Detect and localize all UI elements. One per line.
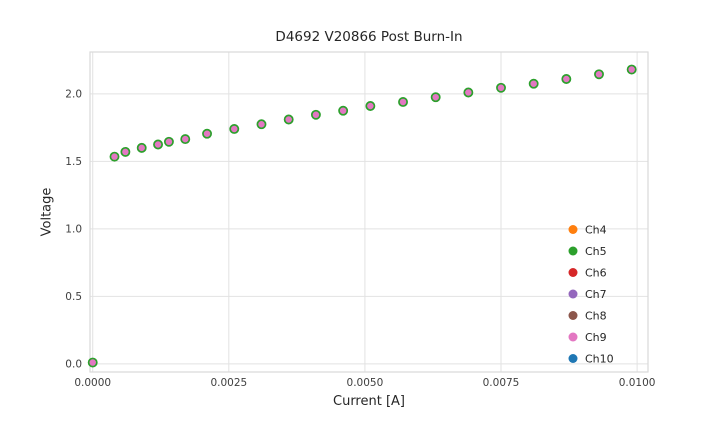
data-point [163, 136, 174, 147]
x-tick-label-0.0000: 0.0000 [74, 377, 111, 389]
data-point [626, 64, 637, 75]
data-point [430, 92, 441, 103]
y-tick-label-2.0: 2.0 [65, 88, 82, 100]
data-point [496, 82, 506, 93]
legend-label-Ch4: Ch4 [585, 223, 607, 236]
legend-label-Ch8: Ch8 [585, 309, 607, 322]
data-point [87, 357, 98, 368]
data-point [594, 69, 604, 80]
x-tick-label-0.0075: 0.0075 [483, 377, 520, 389]
data-point [120, 146, 131, 157]
x-axis-label: Current [A] [333, 394, 405, 409]
legend-marker-Ch8 [568, 311, 578, 320]
legend-label-Ch5: Ch5 [585, 245, 607, 258]
legend-label-Ch6: Ch6 [585, 266, 607, 279]
data-point [283, 114, 294, 125]
y-tick-label-0.0: 0.0 [65, 358, 82, 370]
legend-label-Ch7: Ch7 [585, 288, 607, 301]
data-point [338, 105, 349, 116]
legend-marker-Ch4 [568, 225, 578, 234]
data-point [180, 134, 191, 145]
y-tick-label-1.5: 1.5 [65, 156, 82, 168]
data-point [398, 97, 408, 107]
data-point [463, 87, 474, 98]
legend-label-Ch10: Ch10 [585, 352, 614, 365]
data-point [310, 109, 321, 120]
legend-label-Ch9: Ch9 [585, 331, 607, 344]
data-point [528, 78, 539, 89]
data-point [136, 142, 147, 153]
data-point [365, 101, 376, 111]
x-tick-label-0.0050: 0.0050 [347, 377, 384, 389]
data-point [202, 128, 212, 139]
y-tick-label-0.5: 0.5 [65, 291, 82, 303]
x-tick-label-0.0025: 0.0025 [210, 377, 247, 389]
legend-marker-Ch5 [568, 246, 578, 256]
legend-marker-Ch10 [568, 354, 578, 363]
data-point [561, 74, 572, 84]
legend-marker-Ch9 [568, 332, 578, 342]
legend-marker-Ch6 [568, 268, 578, 277]
data-point [153, 139, 163, 150]
data-point [109, 151, 120, 162]
y-tick-label-1.0: 1.0 [65, 223, 82, 235]
data-point [229, 124, 240, 134]
x-tick-label-0.0100: 0.0100 [619, 377, 656, 389]
plot-border [89, 51, 649, 373]
data-point [256, 119, 267, 130]
chart-title: D4692 V20866 Post Burn-In [275, 29, 463, 45]
legend-marker-Ch7 [568, 289, 578, 299]
